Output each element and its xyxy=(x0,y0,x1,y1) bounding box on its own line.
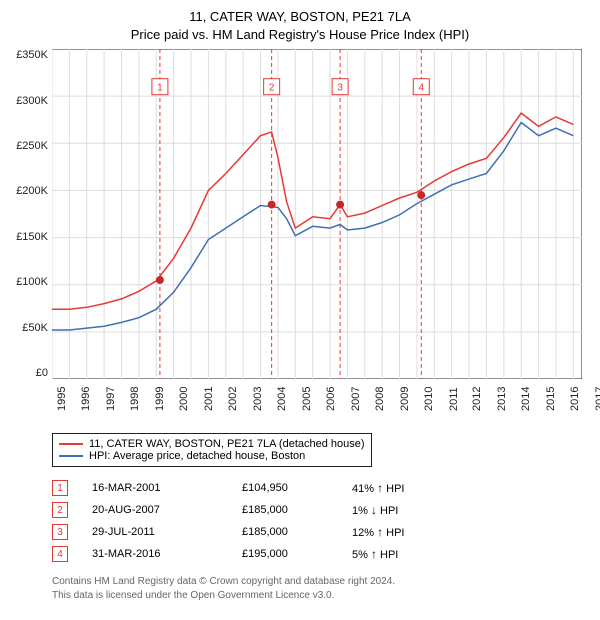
sale-date: 29-JUL-2011 xyxy=(92,526,242,538)
sale-date: 16-MAR-2001 xyxy=(92,482,242,494)
legend: 11, CATER WAY, BOSTON, PE21 7LA (detache… xyxy=(52,433,372,467)
legend-swatch xyxy=(59,455,83,457)
x-axis-labels: 1995199619971998199920002001200220032004… xyxy=(52,379,582,395)
x-tick-label: 2008 xyxy=(374,387,386,411)
footer-line1: Contains HM Land Registry data © Crown c… xyxy=(52,576,395,587)
x-tick-label: 2002 xyxy=(227,387,239,411)
x-tick-label: 1995 xyxy=(56,387,68,411)
x-tick-label: 1996 xyxy=(80,387,92,411)
legend-item: HPI: Average price, detached house, Bost… xyxy=(59,450,365,462)
sale-price: £104,950 xyxy=(242,482,352,494)
sale-row: 3 29-JUL-2011£185,00012% ↑ HPI xyxy=(52,521,572,543)
chart-title: 11, CATER WAY, BOSTON, PE21 7LA Price pa… xyxy=(10,8,590,43)
x-tick-label: 1998 xyxy=(129,387,141,411)
legend-swatch xyxy=(59,443,83,445)
footer-attribution: Contains HM Land Registry data © Crown c… xyxy=(52,575,572,602)
x-tick-label: 2010 xyxy=(423,387,435,411)
y-tick-label: £150K xyxy=(16,231,48,243)
title-line1: 11, CATER WAY, BOSTON, PE21 7LA xyxy=(189,9,411,24)
sale-badge: 4 xyxy=(52,546,68,562)
y-tick-label: £250K xyxy=(16,140,48,152)
x-tick-label: 2015 xyxy=(545,387,557,411)
footer-line2: This data is licensed under the Open Gov… xyxy=(52,590,334,601)
sale-price: £185,000 xyxy=(242,504,352,516)
x-tick-label: 2000 xyxy=(178,387,190,411)
y-axis-labels: £350K £300K £250K £200K £150K £100K £50K £0 xyxy=(10,49,52,379)
chart-plot: 1 2 3 4 xyxy=(52,49,582,379)
y-tick-label: £200K xyxy=(16,185,48,197)
x-tick-label: 1999 xyxy=(154,387,166,411)
sale-row: 4 31-MAR-2016£195,0005% ↑ HPI xyxy=(52,543,572,565)
svg-text:3: 3 xyxy=(337,83,343,94)
x-tick-label: 2012 xyxy=(471,387,483,411)
sale-badge: 1 xyxy=(52,480,68,496)
sale-date: 20-AUG-2007 xyxy=(92,504,242,516)
x-tick-label: 2014 xyxy=(520,387,532,411)
svg-text:4: 4 xyxy=(418,83,424,94)
marker-badge-4: 4 xyxy=(413,79,429,95)
x-tick-label: 2003 xyxy=(252,387,264,411)
sale-delta: 5% ↑ HPI xyxy=(352,547,472,561)
legend-label: HPI: Average price, detached house, Bost… xyxy=(89,450,305,462)
sale-date: 31-MAR-2016 xyxy=(92,548,242,560)
x-tick-label: 2016 xyxy=(569,387,581,411)
svg-text:2: 2 xyxy=(269,83,275,94)
sales-table: 1 16-MAR-2001£104,95041% ↑ HPI 2 20-AUG-200… xyxy=(52,477,572,565)
sale-delta: 12% ↑ HPI xyxy=(352,525,472,539)
x-tick-label: 2007 xyxy=(350,387,362,411)
x-tick-label: 2011 xyxy=(448,387,460,411)
x-tick-label: 2001 xyxy=(203,387,215,411)
y-tick-label: £50K xyxy=(22,322,48,334)
sale-delta: 1% ↓ HPI xyxy=(352,503,472,517)
y-tick-label: £100K xyxy=(16,276,48,288)
sale-badge: 2 xyxy=(52,502,68,518)
sale-row: 2 20-AUG-2007£185,0001% ↓ HPI xyxy=(52,499,572,521)
x-tick-label: 1997 xyxy=(105,387,117,411)
y-tick-label: £350K xyxy=(16,49,48,61)
x-tick-label: 2017 xyxy=(594,387,600,411)
x-tick-label: 2004 xyxy=(276,387,288,411)
legend-item: 11, CATER WAY, BOSTON, PE21 7LA (detache… xyxy=(59,438,365,450)
sale-delta: 41% ↑ HPI xyxy=(352,481,472,495)
y-tick-label: £0 xyxy=(36,367,48,379)
x-tick-label: 2006 xyxy=(325,387,337,411)
marker-badge-3: 3 xyxy=(332,79,348,95)
sale-row: 1 16-MAR-2001£104,95041% ↑ HPI xyxy=(52,477,572,499)
x-tick-label: 2009 xyxy=(399,387,411,411)
sale-price: £195,000 xyxy=(242,548,352,560)
svg-text:1: 1 xyxy=(157,83,163,94)
legend-label: 11, CATER WAY, BOSTON, PE21 7LA (detache… xyxy=(89,438,365,450)
sale-badge: 3 xyxy=(52,524,68,540)
sale-price: £185,000 xyxy=(242,526,352,538)
x-tick-label: 2005 xyxy=(301,387,313,411)
marker-badge-2: 2 xyxy=(264,79,280,95)
y-tick-label: £300K xyxy=(16,95,48,107)
title-line2: Price paid vs. HM Land Registry's House … xyxy=(131,27,469,42)
x-tick-label: 2013 xyxy=(496,387,508,411)
marker-badge-1: 1 xyxy=(152,79,168,95)
